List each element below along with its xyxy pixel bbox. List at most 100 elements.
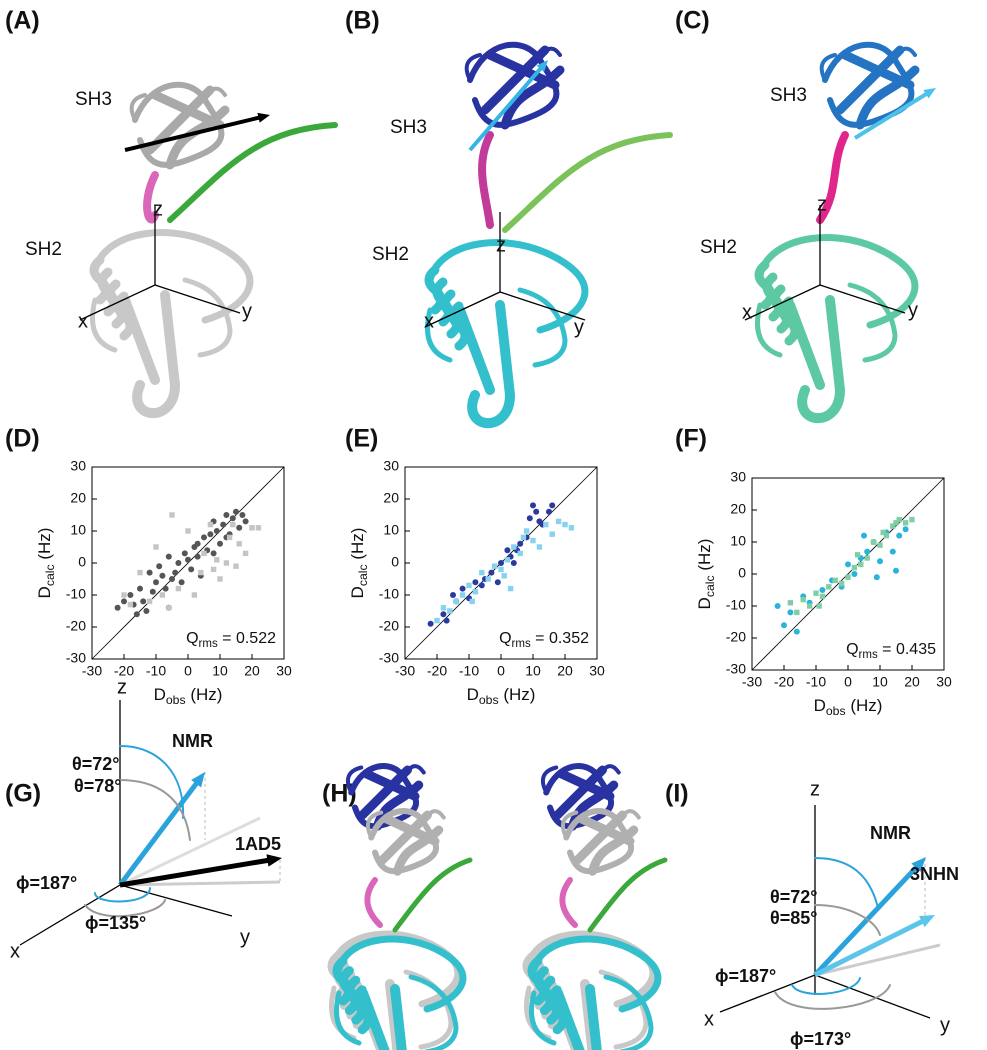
axis-line	[424, 291, 501, 328]
axis-letter: x	[78, 310, 88, 332]
point	[121, 598, 127, 605]
point	[153, 544, 159, 550]
theta-arc	[814, 857, 879, 909]
axis-letter: z	[817, 193, 827, 215]
x-tick-label: 10	[525, 663, 541, 679]
linker	[143, 171, 159, 224]
y-tick-label: 0	[391, 554, 399, 570]
point	[207, 521, 214, 528]
y-axis-label: Dcalc (Hz)	[35, 528, 57, 599]
sh2-ribbon	[530, 935, 662, 1013]
sh2-ribbon	[91, 229, 254, 324]
x-tick-label: -20	[114, 663, 134, 679]
point	[447, 608, 453, 614]
point	[851, 564, 858, 571]
point	[806, 603, 813, 609]
point	[533, 508, 540, 515]
point	[504, 557, 511, 563]
linker	[816, 131, 849, 224]
point	[787, 600, 794, 606]
point	[242, 550, 249, 557]
y-tick-label: -10	[66, 586, 86, 602]
point	[459, 585, 466, 592]
domain-label: SH3	[75, 89, 112, 110]
nmr-vector-head	[191, 772, 205, 788]
point	[220, 521, 227, 528]
vector-label: ϕ=187°	[16, 873, 77, 893]
point	[127, 592, 134, 598]
sh3-loop	[365, 809, 446, 840]
text-main: D	[814, 696, 826, 715]
axis-letter: y	[240, 926, 250, 948]
text-rest: (Hz)	[35, 528, 54, 565]
x-tick-label: 20	[557, 663, 573, 679]
axis-letter: y	[242, 300, 252, 322]
text-rest: = 0.352	[531, 630, 589, 647]
point	[517, 540, 524, 547]
x-tick-label: 0	[184, 663, 192, 679]
panel-label: (A)	[5, 7, 40, 35]
panel-label: (F)	[675, 425, 707, 453]
axis-line	[814, 974, 931, 1019]
point	[185, 556, 191, 563]
axis-line	[499, 291, 586, 321]
point	[133, 611, 140, 618]
alignment-vector-head	[923, 88, 936, 99]
point	[185, 528, 191, 534]
point	[800, 596, 806, 603]
y-tick-label: -30	[726, 661, 746, 677]
point	[194, 540, 201, 547]
x-tick-label: -10	[146, 663, 166, 679]
sh2-helix	[351, 985, 373, 1035]
identity-line	[91, 466, 285, 660]
point	[149, 588, 156, 595]
point	[562, 521, 568, 528]
x-tick-label: 20	[244, 663, 260, 679]
point	[165, 553, 172, 560]
point	[450, 592, 456, 598]
text-sub: rms	[859, 649, 878, 661]
y-tick-label: -20	[66, 618, 86, 634]
phi-arc	[791, 977, 861, 995]
y-tick-label: 20	[70, 490, 86, 506]
nmr-vector	[813, 864, 920, 977]
point	[893, 567, 899, 574]
x-tick-label: 30	[276, 663, 292, 679]
text-sub: rms	[512, 638, 531, 650]
point	[223, 560, 230, 566]
vector-label: θ=72°	[770, 887, 817, 907]
point	[543, 521, 549, 528]
sh2-helix	[448, 301, 470, 351]
vector-label: θ=72°	[72, 754, 119, 774]
x-tick-label: 10	[872, 674, 888, 690]
y-tick-label: -20	[726, 629, 746, 645]
axis-line	[119, 880, 281, 887]
y-tick-label: 0	[78, 554, 86, 570]
point	[440, 611, 447, 618]
vector-label: NMR	[870, 823, 911, 843]
point	[870, 539, 877, 545]
y-tick-label: 20	[730, 501, 746, 517]
point	[787, 609, 794, 616]
point	[137, 569, 143, 576]
sh2-helix	[778, 296, 800, 346]
tail	[167, 122, 338, 223]
axis-line	[154, 284, 241, 314]
x-tick-label: -20	[774, 674, 794, 690]
axis-line	[814, 943, 941, 977]
x-tick-label: -30	[395, 663, 415, 679]
y-tick-label: 30	[70, 458, 86, 474]
tail	[587, 857, 668, 933]
point	[233, 563, 239, 569]
vector-label: 1AD5	[235, 834, 281, 854]
text-main: D	[35, 586, 54, 598]
q-rms-annotation: Qrms = 0.352	[499, 630, 589, 650]
point	[198, 569, 204, 576]
reference-vector	[119, 857, 270, 888]
point	[520, 534, 527, 541]
y-tick-label: 30	[730, 469, 746, 485]
point	[511, 544, 517, 550]
point	[517, 550, 523, 557]
sh2-strand	[120, 290, 180, 419]
